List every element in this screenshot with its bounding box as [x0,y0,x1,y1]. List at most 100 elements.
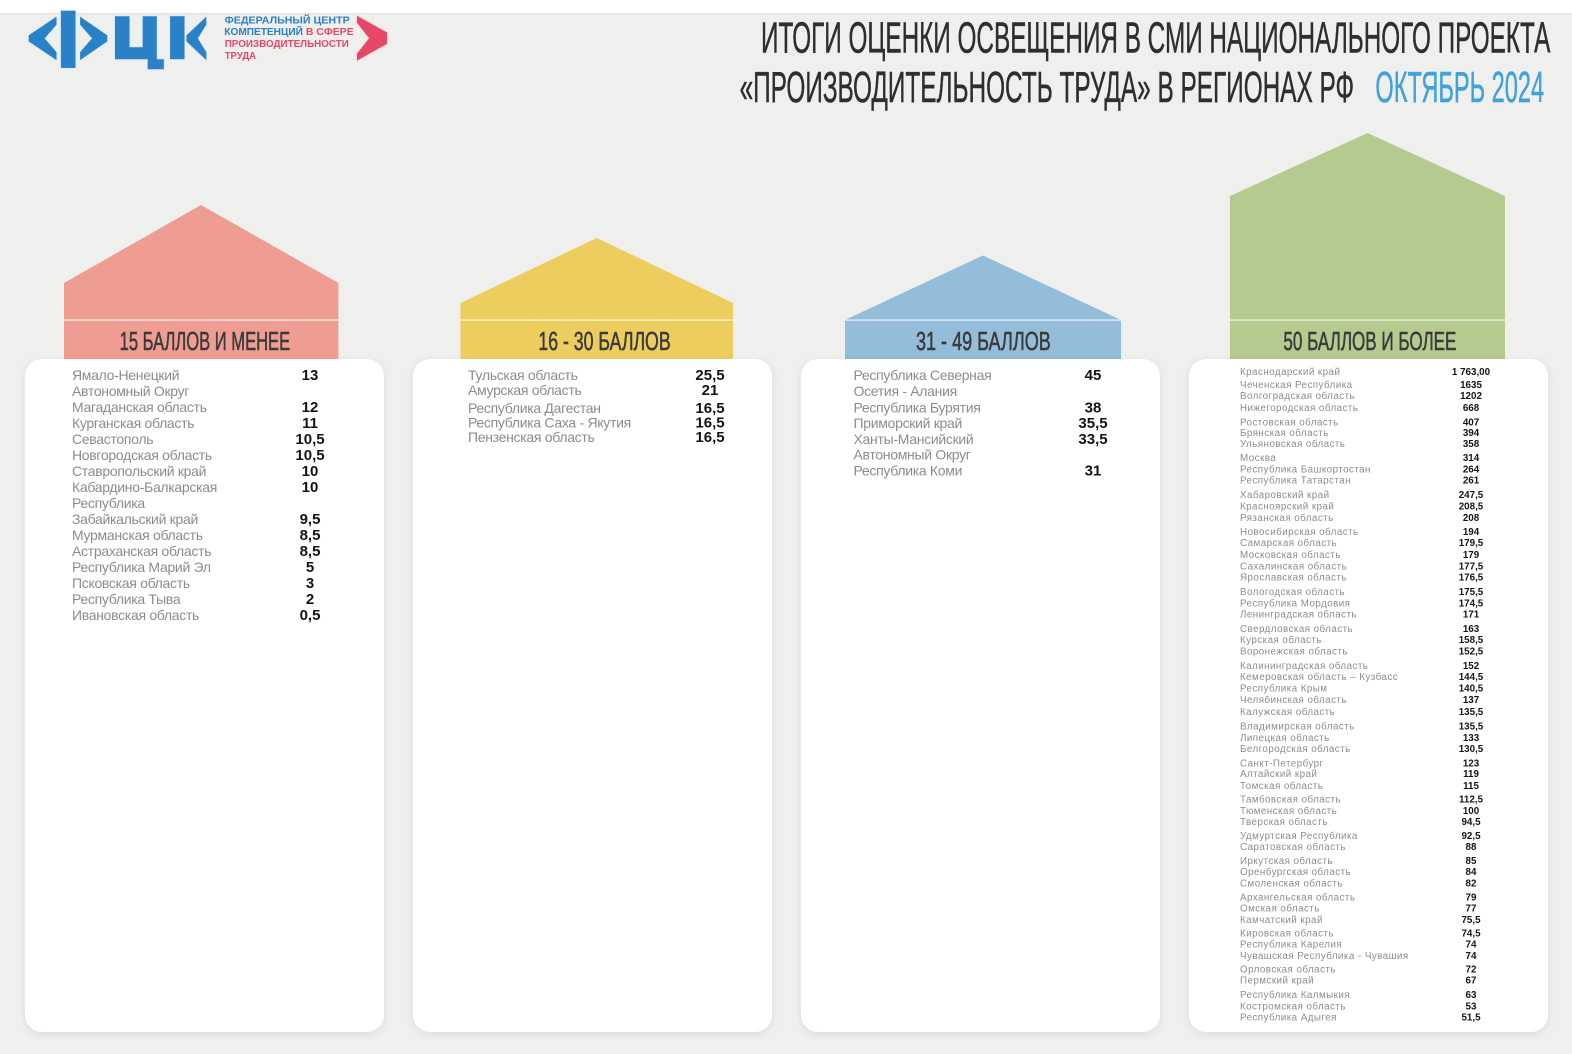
svg-text:112,5: 112,5 [1459,795,1484,806]
svg-text:25,5: 25,5 [695,367,724,384]
svg-text:8,5: 8,5 [300,543,321,560]
svg-text:Республика Татарстан: Республика Татарстан [1240,475,1351,486]
svg-text:Ямало-Ненецкий: Ямало-Ненецкий [72,367,179,383]
svg-text:«ПРОИЗВОДИТЕЛЬНОСТЬ ТРУДА» В Р: «ПРОИЗВОДИТЕЛЬНОСТЬ ТРУДА» В РЕГИОНАХ РФ [740,63,1354,112]
svg-text:Республика Тыва: Республика Тыва [72,591,181,607]
svg-text:247,5: 247,5 [1459,490,1484,501]
svg-text:75,5: 75,5 [1461,915,1481,926]
svg-text:Томская область: Томская область [1240,781,1323,792]
svg-text:16,5: 16,5 [695,400,724,417]
svg-text:Республика Марий Эл: Республика Марий Эл [72,559,211,575]
svg-text:135,5: 135,5 [1459,707,1484,718]
svg-text:137: 137 [1463,695,1480,706]
svg-text:158,5: 158,5 [1459,635,1484,646]
svg-text:Ленинградская область: Ленинградская область [1240,610,1357,621]
svg-text:Свердловская область: Свердловская область [1240,624,1353,635]
svg-text:Забайкальский край: Забайкальский край [72,511,198,527]
svg-text:Ярославская область: Ярославская область [1240,573,1347,584]
svg-text:3: 3 [306,575,314,592]
svg-text:94,5: 94,5 [1461,817,1481,828]
svg-text:177,5: 177,5 [1459,561,1484,572]
svg-text:Иркутская область: Иркутская область [1240,856,1333,867]
svg-text:Рязанская область: Рязанская область [1240,513,1334,524]
svg-text:ФЕДЕРАЛЬНЫЙ ЦЕНТР: ФЕДЕРАЛЬНЫЙ ЦЕНТР [225,13,350,26]
svg-text:Республика Саха - Якутия: Республика Саха - Якутия [468,415,631,431]
svg-text:261: 261 [1463,475,1480,486]
svg-text:358: 358 [1463,439,1480,450]
svg-text:Республика Бурятия: Республика Бурятия [854,399,981,415]
svg-text:51,5: 51,5 [1461,1013,1481,1024]
svg-text:115: 115 [1463,781,1479,792]
svg-text:Хабаровский край: Хабаровский край [1240,490,1330,501]
svg-text:Кировская область: Кировская область [1240,929,1334,940]
svg-text:Новосибирская область: Новосибирская область [1240,527,1359,538]
svg-text:72: 72 [1466,965,1477,976]
svg-text:Магаданская область: Магаданская область [72,399,207,415]
svg-text:Ханты-Мансийский: Ханты-Мансийский [854,431,974,447]
svg-text:Орловская область: Орловская область [1240,965,1336,976]
svg-text:Кабардино-Балкарская: Кабардино-Балкарская [72,479,217,495]
svg-text:Осетия - Алания: Осетия - Алания [854,383,957,399]
svg-text:Челябинская область: Челябинская область [1240,695,1347,706]
svg-text:2: 2 [306,591,314,608]
svg-text:ИТОГИ ОЦЕНКИ ОСВЕЩЕНИЯ В СМИ Н: ИТОГИ ОЦЕНКИ ОСВЕЩЕНИЯ В СМИ НАЦИОНАЛЬНО… [761,14,1551,63]
svg-text:Алтайский край: Алтайский край [1240,769,1317,780]
svg-text:Нижегородская область: Нижегородская область [1240,403,1358,414]
svg-text:140,5: 140,5 [1459,684,1484,695]
svg-text:100: 100 [1463,806,1480,817]
svg-text:Кемеровская область – Кузбасс: Кемеровская область – Кузбасс [1240,672,1398,683]
svg-text:Калужская область: Калужская область [1240,707,1335,718]
svg-text:Республика Дагестан: Республика Дагестан [468,400,601,416]
svg-text:123: 123 [1463,758,1480,769]
svg-text:77: 77 [1466,903,1477,914]
svg-text:194: 194 [1463,527,1480,538]
svg-text:67: 67 [1466,976,1477,987]
svg-text:135,5: 135,5 [1459,721,1484,732]
svg-text:13: 13 [302,367,319,384]
svg-text:10,5: 10,5 [295,431,324,448]
svg-text:Калининградская область: Калининградская область [1240,661,1368,672]
svg-text:12: 12 [302,399,319,416]
svg-text:Республика Калмыкия: Республика Калмыкия [1240,990,1350,1001]
svg-text:Волгоградская область: Волгоградская область [1240,391,1355,402]
svg-text:Удмуртская Республика: Удмуртская Республика [1240,831,1358,842]
svg-text:Вологодская область: Вологодская область [1240,587,1345,598]
svg-text:Красноярский край: Красноярский край [1240,501,1334,512]
svg-text:79: 79 [1466,892,1477,903]
svg-text:ПРОИЗВОДИТЕЛЬНОСТИ: ПРОИЗВОДИТЕЛЬНОСТИ [225,38,349,50]
svg-text:Автономный Округ: Автономный Округ [854,447,971,463]
svg-text:668: 668 [1463,403,1480,414]
svg-text:Пензенская область: Пензенская область [468,429,595,445]
svg-text:10: 10 [302,463,319,480]
svg-text:10,5: 10,5 [295,447,324,464]
svg-text:Владимирская область: Владимирская область [1240,721,1355,732]
svg-text:1635: 1635 [1460,380,1482,391]
svg-text:Ивановская область: Ивановская область [72,607,199,623]
svg-text:11: 11 [302,415,318,432]
svg-text:Республика Крым: Республика Крым [1240,684,1327,695]
svg-text:КОМПЕТЕНЦИЙ: КОМПЕТЕНЦИЙ [224,25,303,38]
svg-text:Московская область: Московская область [1240,550,1341,561]
svg-text:179,5: 179,5 [1459,538,1484,549]
svg-text:74,5: 74,5 [1461,929,1481,940]
svg-text:Республика: Республика [72,495,145,511]
svg-text:171: 171 [1463,610,1480,621]
svg-text:В СФЕРЕ: В СФЕРЕ [306,26,354,38]
svg-text:Республика Коми: Республика Коми [854,463,963,479]
svg-text:133: 133 [1463,733,1480,744]
svg-text:10: 10 [302,479,319,496]
svg-text:176,5: 176,5 [1459,573,1484,584]
svg-text:Омская область: Омская область [1240,903,1320,914]
svg-text:Астраханская область: Астраханская область [72,543,211,559]
svg-text:16,5: 16,5 [695,415,724,432]
svg-text:45: 45 [1085,367,1102,384]
svg-text:Псковская область: Псковская область [72,575,190,591]
svg-text:130,5: 130,5 [1459,744,1484,755]
svg-text:Сахалинская область: Сахалинская область [1240,561,1347,572]
svg-text:175,5: 175,5 [1459,587,1484,598]
svg-text:Пермский край: Пермский край [1240,976,1314,987]
svg-text:Чеченская Республика: Чеченская Республика [1240,380,1353,391]
svg-text:264: 264 [1463,464,1480,475]
svg-text:Ставропольский край: Ставропольский край [72,463,206,479]
svg-text:85: 85 [1466,856,1477,867]
